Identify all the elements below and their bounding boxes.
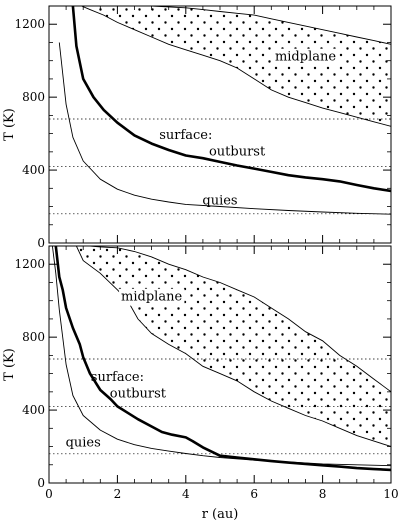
annotation-label: outburst	[110, 386, 167, 401]
midplane-band-fill	[81, 6, 391, 127]
midplane-upper-line	[89, 246, 391, 393]
y-tick-label: 1200	[14, 17, 45, 31]
annotation-label: quies	[66, 436, 101, 451]
annotation-label: quies	[202, 194, 237, 209]
y-tick-label: 0	[37, 236, 45, 250]
outburst-surface-line	[54, 246, 391, 472]
y-axis-label: T (K)	[2, 348, 17, 381]
x-tick-label: 2	[114, 487, 122, 501]
annotation-background	[272, 48, 339, 66]
annotation-label: midplane	[275, 50, 336, 65]
annotation-label: surface:	[159, 128, 212, 143]
x-axis-label: r (au)	[202, 507, 239, 522]
upper-panel: 0 400 800 1200 T (K) midplane surface:outburst…	[2, 5, 392, 250]
x-tick-label: 0	[45, 487, 53, 501]
lower-panel: 0 2 4 6 8 10 0 400 800 1200 T (K) r (au) midplane sur…	[2, 245, 399, 522]
annotation-background	[119, 288, 185, 306]
plot-area	[49, 6, 391, 215]
y-axis-label: T (K)	[2, 108, 17, 141]
midplane-lower-line	[81, 6, 391, 127]
y-tick-label: 400	[22, 403, 45, 417]
y-tick-label: 400	[22, 163, 45, 177]
quiescent-line	[58, 42, 391, 215]
annotation-label: surface:	[91, 370, 144, 385]
x-tick-label: 10	[383, 487, 398, 501]
annotation-label: outburst	[209, 144, 266, 159]
y-tick-label: 1200	[14, 257, 45, 271]
x-tick-label: 6	[250, 487, 258, 501]
annotation-label: midplane	[121, 290, 182, 305]
y-tick-label: 0	[37, 476, 45, 490]
midplane-band-fill	[76, 246, 391, 447]
x-tick-label: 8	[319, 487, 327, 501]
x-tick-label: 4	[182, 487, 190, 501]
outburst-surface-line	[71, 6, 391, 193]
y-tick-label: 800	[22, 330, 45, 344]
midplane-upper-line	[151, 6, 391, 45]
y-tick-label: 800	[22, 90, 45, 104]
